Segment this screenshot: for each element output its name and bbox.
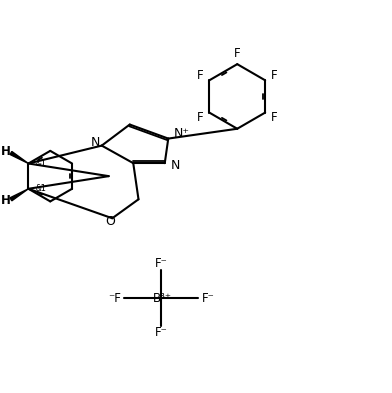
Text: N⁺: N⁺	[174, 127, 190, 140]
Text: ⁻F: ⁻F	[108, 292, 121, 305]
Text: &1: &1	[36, 184, 47, 193]
Polygon shape	[10, 189, 29, 201]
Text: &1: &1	[36, 159, 47, 168]
Text: F: F	[197, 69, 204, 82]
Text: H: H	[0, 194, 10, 207]
Polygon shape	[10, 151, 29, 163]
Text: F⁻: F⁻	[201, 292, 214, 305]
Text: F: F	[271, 69, 278, 82]
Text: F: F	[271, 111, 278, 124]
Text: N: N	[91, 136, 100, 149]
Text: F: F	[197, 111, 204, 124]
Text: F⁻: F⁻	[155, 257, 168, 270]
Text: O: O	[105, 215, 115, 228]
Text: N: N	[171, 160, 180, 173]
Text: F: F	[234, 47, 241, 60]
Text: B³⁺: B³⁺	[152, 292, 171, 305]
Text: F⁻: F⁻	[155, 326, 168, 339]
Text: H: H	[0, 145, 10, 158]
